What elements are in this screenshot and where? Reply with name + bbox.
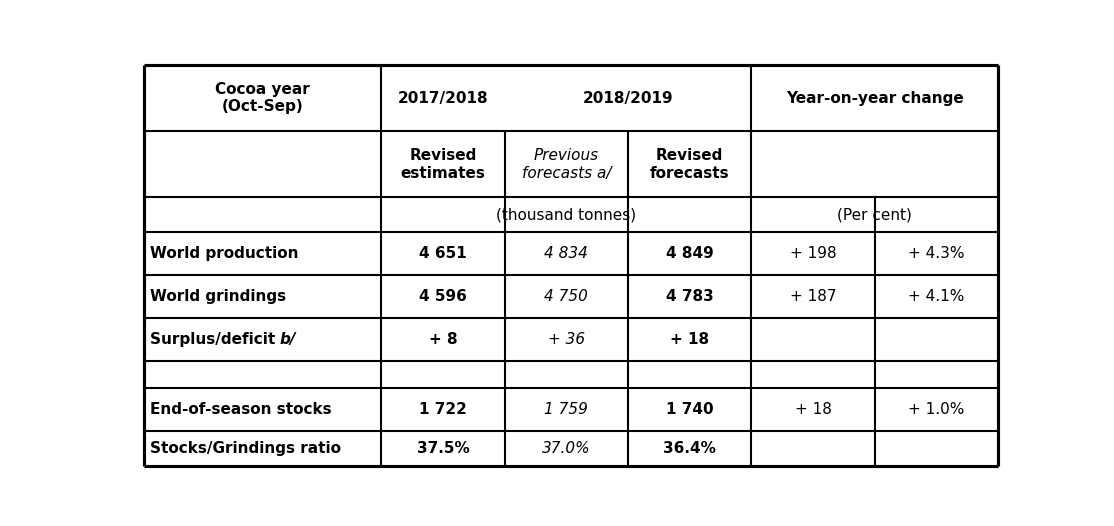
Text: End-of-season stocks: End-of-season stocks bbox=[149, 402, 331, 417]
Text: 1 722: 1 722 bbox=[419, 402, 467, 417]
Text: + 4.3%: + 4.3% bbox=[908, 246, 965, 261]
Text: Surplus/deficit: Surplus/deficit bbox=[149, 332, 280, 347]
Text: (Per cent): (Per cent) bbox=[838, 207, 912, 222]
Text: + 187: + 187 bbox=[790, 289, 837, 304]
Text: 36.4%: 36.4% bbox=[663, 441, 716, 456]
Text: World production: World production bbox=[149, 246, 299, 261]
Text: + 4.1%: + 4.1% bbox=[908, 289, 965, 304]
Text: + 36: + 36 bbox=[548, 332, 585, 347]
Text: Revised
forecasts: Revised forecasts bbox=[649, 148, 730, 180]
Text: 2018/2019: 2018/2019 bbox=[583, 90, 673, 106]
Text: 4 651: 4 651 bbox=[419, 246, 467, 261]
Text: World grindings: World grindings bbox=[149, 289, 285, 304]
Text: 37.0%: 37.0% bbox=[543, 441, 590, 456]
Text: Cocoa year
(Oct-Sep): Cocoa year (Oct-Sep) bbox=[215, 82, 310, 115]
Text: 4 783: 4 783 bbox=[666, 289, 714, 304]
Text: 4 834: 4 834 bbox=[545, 246, 588, 261]
Text: + 18: + 18 bbox=[671, 332, 710, 347]
Text: Year-on-year change: Year-on-year change bbox=[786, 90, 964, 106]
Text: Stocks/Grindings ratio: Stocks/Grindings ratio bbox=[149, 441, 341, 456]
Text: Previous
forecasts a/: Previous forecasts a/ bbox=[521, 148, 612, 180]
Text: + 1.0%: + 1.0% bbox=[908, 402, 965, 417]
Text: 37.5%: 37.5% bbox=[417, 441, 469, 456]
Text: + 8: + 8 bbox=[429, 332, 457, 347]
Text: (thousand tonnes): (thousand tonnes) bbox=[497, 207, 636, 222]
Text: 4 750: 4 750 bbox=[545, 289, 588, 304]
Text: + 198: + 198 bbox=[790, 246, 837, 261]
Text: 1 759: 1 759 bbox=[545, 402, 588, 417]
Text: 4 849: 4 849 bbox=[666, 246, 714, 261]
Text: b/: b/ bbox=[280, 332, 296, 347]
Text: 4 596: 4 596 bbox=[419, 289, 467, 304]
Text: Revised
estimates: Revised estimates bbox=[401, 148, 486, 180]
Text: 2017/2018: 2017/2018 bbox=[398, 90, 488, 106]
Text: 1 740: 1 740 bbox=[666, 402, 714, 417]
Text: + 18: + 18 bbox=[794, 402, 832, 417]
